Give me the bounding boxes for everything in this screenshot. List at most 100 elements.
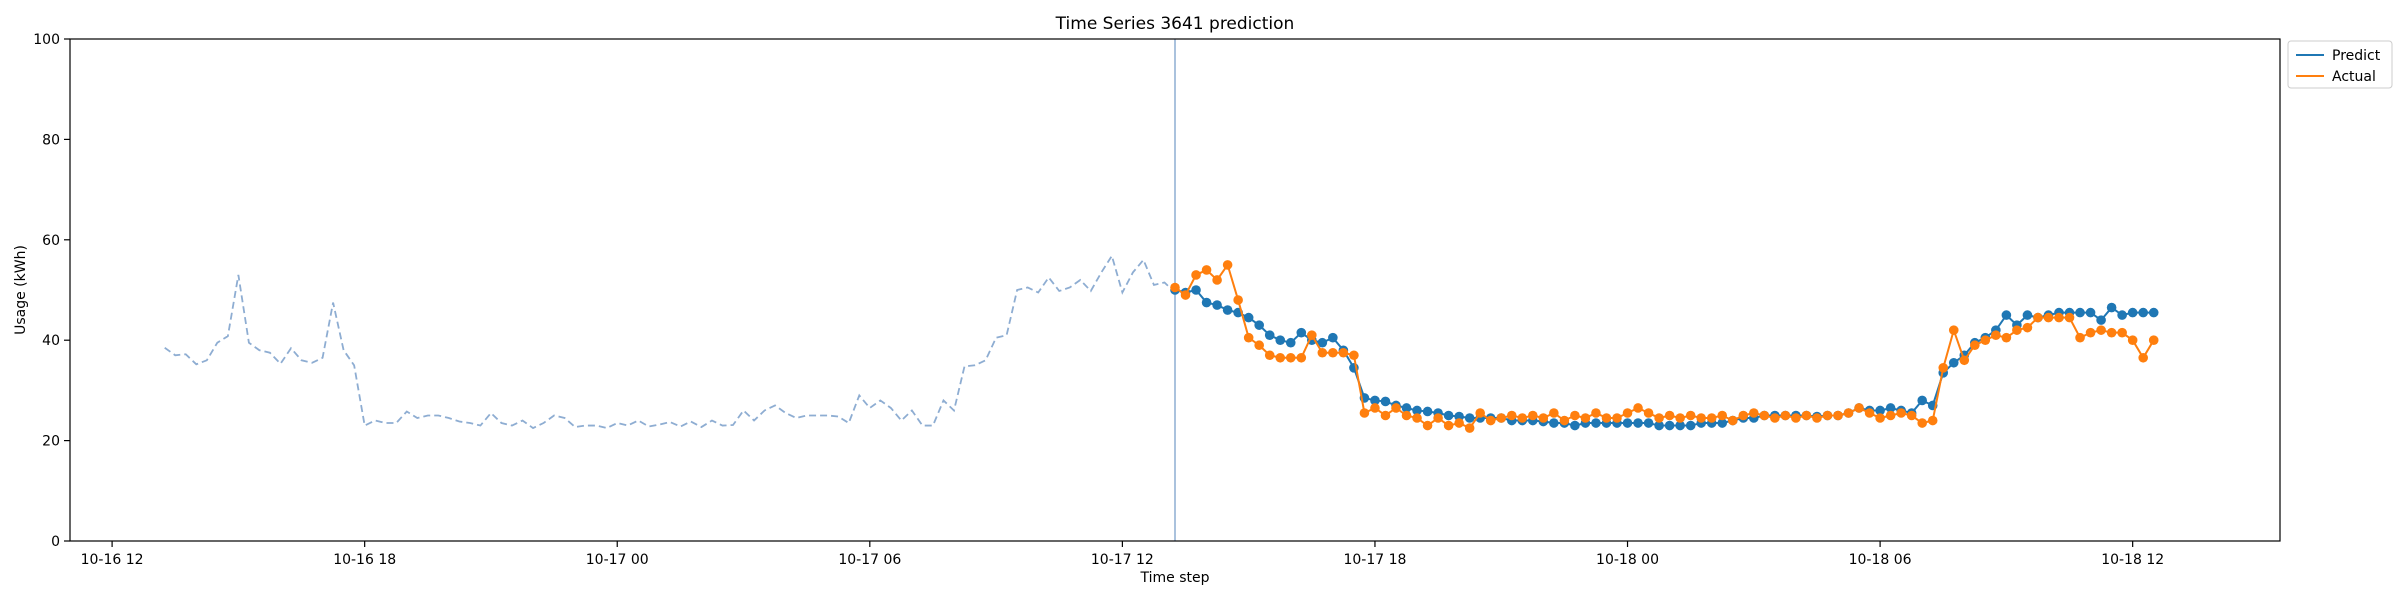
predict-line (1174, 288, 2154, 427)
actual-point (1927, 415, 1938, 426)
actual-point (1233, 295, 1243, 305)
actual-point (1254, 340, 1264, 351)
actual-point (1475, 408, 1485, 418)
predict-point (1401, 403, 1412, 413)
y-tick-label: 40 (42, 333, 60, 349)
history-line (164, 253, 1186, 430)
actual-point (1948, 325, 1959, 335)
actual-point (1412, 413, 1422, 423)
predict-point (1570, 420, 1580, 431)
actual-point (1170, 282, 1180, 293)
actual-point (1706, 413, 1717, 423)
actual-point (1191, 270, 1201, 280)
actual-point (1380, 410, 1391, 421)
actual-point (1822, 410, 1833, 421)
x-tick-label: 10-18 00 (1596, 552, 1659, 568)
predict-point (1664, 420, 1675, 431)
actual-point (2022, 322, 2033, 333)
actual-point (1875, 413, 1885, 423)
actual-point (1717, 410, 1728, 421)
chart-title: Time Series 3641 prediction (1055, 14, 1295, 34)
predict-point (1917, 395, 1927, 406)
actual-point (1917, 418, 1927, 428)
actual-point (1654, 413, 1664, 423)
predict-point (2127, 307, 2138, 318)
actual-point (1885, 410, 1896, 421)
plot-frame (69, 38, 2281, 542)
predict-point (1633, 418, 1643, 428)
actual-point (2127, 335, 2138, 346)
actual-point (1285, 352, 1296, 363)
actual-point (1222, 260, 1233, 270)
actual-point (1843, 408, 1854, 418)
y-tick-label: 60 (42, 233, 60, 249)
predict-point (2001, 310, 2012, 320)
actual-point (1201, 265, 1212, 275)
actual-point (1570, 410, 1580, 421)
actual-point (1643, 408, 1654, 418)
actual-point (1212, 275, 1222, 285)
actual-point (1538, 413, 1549, 423)
predict-point (1875, 405, 1885, 416)
predict-point (1549, 418, 1559, 428)
predict-point (2106, 302, 2117, 313)
actual-point (1864, 408, 1875, 418)
actual-point (1980, 335, 1991, 346)
actual-point (1464, 423, 1475, 433)
actual-point (1433, 413, 1443, 423)
predict-point (1243, 312, 1254, 323)
x-tick-label: 10-17 00 (586, 552, 649, 568)
actual-point (1559, 415, 1570, 426)
actual-point (1296, 352, 1307, 363)
actual-point (1664, 410, 1675, 421)
predict-point (1675, 420, 1685, 431)
predict-point (1643, 418, 1654, 428)
predict-point (1948, 357, 1959, 368)
actual-point (1517, 413, 1528, 423)
actual-point (1391, 403, 1401, 413)
actual-point (1791, 413, 1801, 423)
predict-point (1222, 305, 1233, 315)
actual-point (2085, 327, 2096, 338)
actual-point (1780, 410, 1791, 421)
actual-point (1896, 408, 1906, 418)
y-tick-label: 20 (42, 434, 60, 450)
actual-point (2064, 312, 2075, 323)
predict-point (1422, 406, 1433, 417)
actual-point (1970, 340, 1980, 351)
actual-point (1275, 352, 1286, 363)
actual-point (1696, 413, 1706, 423)
actual-point (1328, 347, 1338, 358)
actual-point (1317, 347, 1328, 358)
x-tick-label: 10-17 12 (1091, 552, 1154, 568)
x-axis-label: Time step (1140, 570, 1210, 586)
actual-point (1612, 413, 1622, 423)
actual-point (1938, 363, 1949, 373)
actual-point (2106, 327, 2117, 338)
actual-point (2075, 332, 2085, 343)
predict-point (1380, 396, 1391, 407)
predict-point (1464, 413, 1475, 423)
actual-point (1359, 408, 1370, 418)
predict-point (1275, 335, 1286, 346)
actual-point (1833, 410, 1843, 421)
predict-point (1285, 337, 1296, 348)
actual-point (1601, 413, 1612, 423)
actual-point (1591, 408, 1601, 418)
predict-point (2096, 315, 2106, 325)
actual-point (2117, 327, 2127, 338)
actual-point (1422, 420, 1433, 431)
actual-point (1443, 420, 1454, 431)
actual-point (1738, 410, 1749, 421)
predict-point (1264, 330, 1275, 340)
actual-point (1685, 410, 1696, 421)
predict-point (1591, 418, 1601, 428)
actual-point (1770, 413, 1780, 423)
y-tick-label: 0 (51, 534, 60, 550)
predict-point (2085, 307, 2096, 318)
x-tick-label: 10-16 18 (333, 552, 396, 568)
actual-point (1370, 403, 1380, 413)
actual-point (1749, 408, 1759, 418)
